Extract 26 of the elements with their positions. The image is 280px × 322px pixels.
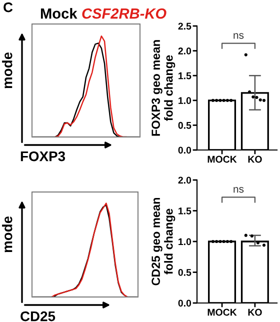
y-tick-label: 1.5 xyxy=(178,72,192,80)
y-tick-label: 2.5 xyxy=(178,22,192,30)
x-tick-label: MOCK xyxy=(208,156,237,163)
annotation: ns xyxy=(234,33,244,39)
x-axis-title: FOXP3 xyxy=(20,151,66,162)
y-tick-label: 0.0 xyxy=(178,300,192,307)
y-axis-title: CD25 geo mean fold change xyxy=(152,198,176,286)
y-axis-title: mode xyxy=(2,52,12,88)
y-tick-label: 0.0 xyxy=(178,146,192,154)
x-tick-label: KO xyxy=(248,156,262,163)
series-label: CSF2RB-KO xyxy=(82,8,166,19)
y-tick-label: 2.0 xyxy=(178,48,192,54)
y-tick-label: 1.5 xyxy=(178,208,192,214)
y-tick-label: 1.0 xyxy=(178,238,192,246)
y-tick-label: 1.0 xyxy=(178,97,192,104)
x-tick-label: MOCK xyxy=(208,308,237,316)
text: Mock xyxy=(40,8,78,19)
x-tick-label: KO xyxy=(248,308,262,316)
annotation: ns xyxy=(234,186,244,193)
text: C xyxy=(4,2,13,12)
y-tick-label: 0.5 xyxy=(178,268,192,276)
y-tick-label: 0.5 xyxy=(178,122,192,129)
y-tick-label: 2.0 xyxy=(178,176,192,184)
y-axis-title: FOXP3 geo mean fold change xyxy=(152,40,176,136)
x-axis-title: CD25 xyxy=(20,311,56,322)
y-axis-title: mode xyxy=(2,216,12,252)
